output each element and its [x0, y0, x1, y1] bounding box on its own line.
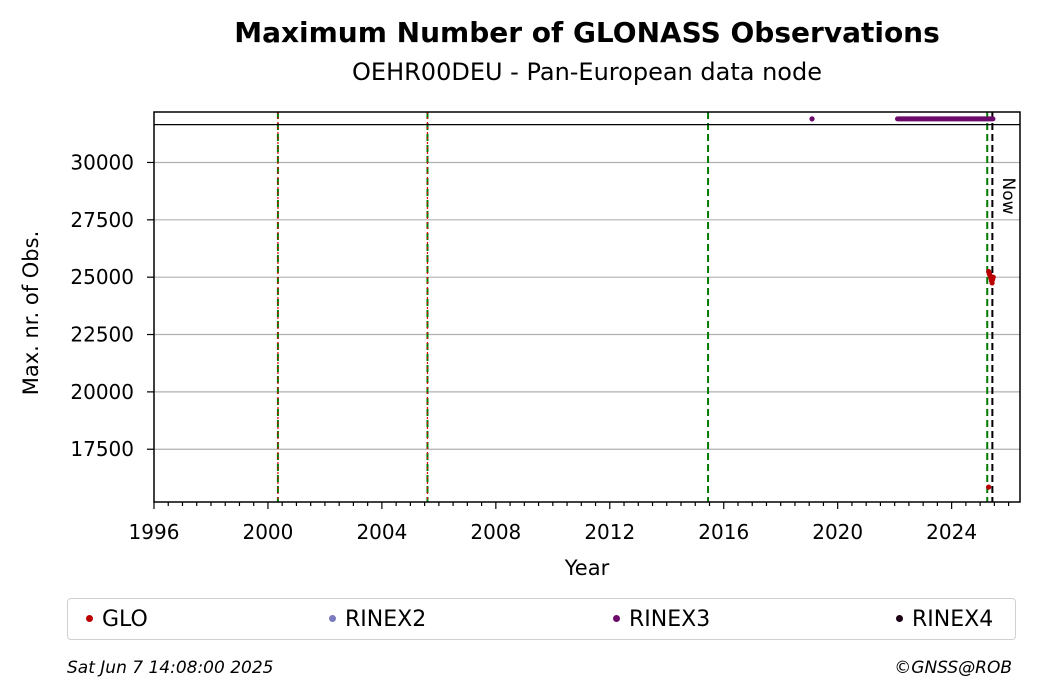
legend-label: RINEX3 — [629, 607, 711, 632]
x-tick-label: 2016 — [698, 520, 749, 544]
legend-item-rinex3: RINEX3 — [613, 607, 710, 632]
point-rinex3 — [809, 116, 815, 122]
x-tick-label: 2024 — [926, 520, 977, 544]
chart-subtitle: OEHR00DEU - Pan-European data node — [352, 58, 822, 86]
y-tick-label: 20000 — [70, 380, 134, 404]
footer-date: Sat Jun 7 14:08:00 2025 — [67, 658, 274, 678]
chart-legend: GLO RINEX2 RINEX3 RINEX4 — [67, 598, 1016, 640]
point-glo — [986, 484, 992, 490]
x-tick-label: 2000 — [242, 520, 293, 544]
x-tick-label: 2012 — [584, 520, 635, 544]
y-tick-label: 30000 — [70, 150, 134, 174]
vertical-lines — [154, 112, 1020, 502]
legend-marker — [613, 614, 620, 622]
legend-item-rinex2: RINEX2 — [329, 607, 426, 632]
point-glo — [990, 274, 996, 280]
y-tick-label: 17500 — [70, 437, 134, 461]
legend-label: GLO — [102, 607, 148, 632]
x-tick-label: 2004 — [356, 520, 407, 544]
y-axis-label: Max. nr. of Obs. — [19, 231, 43, 396]
legend-marker — [86, 614, 93, 622]
axes: 1996 2000 2004 2008 2012 2016 2020 2024 17500 200… — [70, 111, 1021, 544]
x-tick-label: 1996 — [129, 520, 180, 544]
y-tick-label: 27500 — [70, 208, 134, 232]
y-tick-label: 25000 — [70, 265, 134, 289]
legend-item-glo: GLO — [86, 607, 148, 632]
x-axis-label: Year — [564, 556, 610, 580]
legend-marker — [896, 614, 903, 622]
x-tick-label: 2008 — [470, 520, 521, 544]
chart-title: Maximum Number of GLONASS Observations — [234, 16, 940, 49]
y-tick-label: 22500 — [70, 323, 134, 347]
plot-frame — [153, 111, 1021, 503]
now-label: Now — [998, 177, 1018, 214]
footer-copyright: ©GNSS@ROB — [894, 658, 1012, 678]
legend-label: RINEX2 — [345, 607, 427, 632]
x-tick-label: 2020 — [812, 520, 863, 544]
legend-label: RINEX4 — [912, 607, 994, 632]
legend-marker — [329, 614, 336, 622]
data-layer — [809, 116, 996, 490]
legend-item-rinex4: RINEX4 — [896, 607, 993, 632]
grid-layer — [154, 161, 1020, 450]
